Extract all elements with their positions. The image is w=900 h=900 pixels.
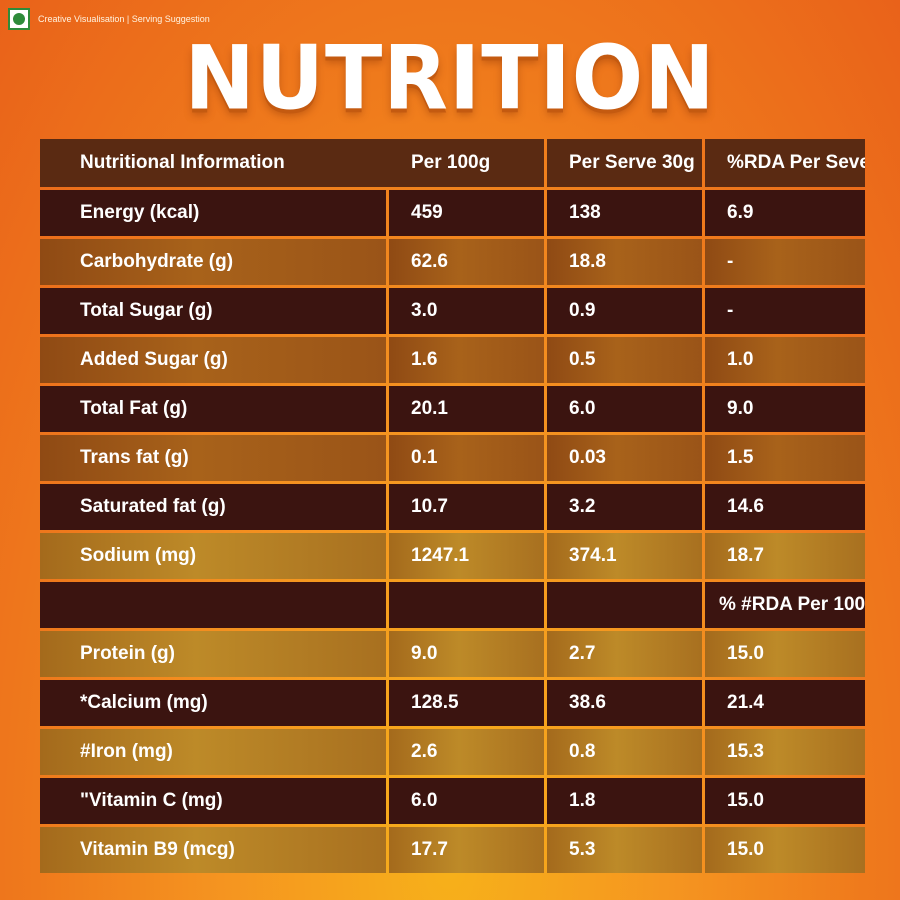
per-100g-value: 1247.1 — [389, 533, 544, 579]
serving-suggestion-note: Creative Visualisation | Serving Suggest… — [38, 14, 210, 24]
table-header-row: Nutritional Information Per 100g Per Ser… — [40, 139, 865, 187]
rda-value: 18.7 — [705, 533, 865, 579]
per-serve-value — [547, 582, 702, 628]
rda-value: 15.3 — [705, 729, 865, 775]
rda-value: % #RDA Per 100g — [705, 582, 865, 628]
nutrient-name: #Iron (mg) — [40, 729, 386, 775]
per-serve-value: 18.8 — [547, 239, 702, 285]
per-serve-value: 1.8 — [547, 778, 702, 824]
rda-value: 14.6 — [705, 484, 865, 530]
per-100g-value — [389, 582, 544, 628]
per-100g-value: 128.5 — [389, 680, 544, 726]
nutrient-name: Saturated fat (g) — [40, 484, 386, 530]
table-row: Total Fat (g) 20.1 6.0 9.0 — [40, 386, 865, 432]
per-serve-value: 38.6 — [547, 680, 702, 726]
nutrient-name: Vitamin B9 (mcg) — [40, 827, 386, 873]
veg-dot — [13, 13, 25, 25]
veg-symbol-icon — [8, 8, 30, 30]
per-100g-value: 2.6 — [389, 729, 544, 775]
nutrient-name: Trans fat (g) — [40, 435, 386, 481]
rda-value: 21.4 — [705, 680, 865, 726]
table-row: Protein (g) 9.0 2.7 15.0 — [40, 631, 865, 677]
rda-value: 6.9 — [705, 190, 865, 236]
per-100g-value: 10.7 — [389, 484, 544, 530]
table-row: Sodium (mg) 1247.1 374.1 18.7 — [40, 533, 865, 579]
nutrient-name: Protein (g) — [40, 631, 386, 677]
rda-value: 9.0 — [705, 386, 865, 432]
nutrient-name: Added Sugar (g) — [40, 337, 386, 383]
nutrient-name: Sodium (mg) — [40, 533, 386, 579]
per-100g-value: 0.1 — [389, 435, 544, 481]
column-header: %RDA Per Seve — [705, 139, 865, 187]
table-row: Total Sugar (g) 3.0 0.9 - — [40, 288, 865, 334]
per-100g-value: 1.6 — [389, 337, 544, 383]
table-row: Vitamin B9 (mcg) 17.7 5.3 15.0 — [40, 827, 865, 873]
rda-value: - — [705, 239, 865, 285]
per-100g-value: 6.0 — [389, 778, 544, 824]
rda-value: 15.0 — [705, 827, 865, 873]
rda-value: 1.0 — [705, 337, 865, 383]
nutrient-name: Energy (kcal) — [40, 190, 386, 236]
column-header: Nutritional Information — [40, 139, 389, 187]
table-row: Saturated fat (g) 10.7 3.2 14.6 — [40, 484, 865, 530]
nutrient-name: *Calcium (mg) — [40, 680, 386, 726]
per-100g-value: 17.7 — [389, 827, 544, 873]
nutrient-name: Total Fat (g) — [40, 386, 386, 432]
per-serve-value: 0.9 — [547, 288, 702, 334]
per-100g-value: 62.6 — [389, 239, 544, 285]
nutrition-table: Nutritional Information Per 100g Per Ser… — [40, 139, 865, 876]
per-100g-value: 3.0 — [389, 288, 544, 334]
nutrient-name: Carbohydrate (g) — [40, 239, 386, 285]
table-row: % #RDA Per 100g — [40, 582, 865, 628]
rda-value: 15.0 — [705, 778, 865, 824]
table-row: #Iron (mg) 2.6 0.8 15.3 — [40, 729, 865, 775]
per-serve-value: 0.5 — [547, 337, 702, 383]
per-serve-value: 374.1 — [547, 533, 702, 579]
rda-value: 1.5 — [705, 435, 865, 481]
per-serve-value: 5.3 — [547, 827, 702, 873]
table-row: Added Sugar (g) 1.6 0.5 1.0 — [40, 337, 865, 383]
table-row: "Vitamin C (mg) 6.0 1.8 15.0 — [40, 778, 865, 824]
per-serve-value: 2.7 — [547, 631, 702, 677]
page-title: NUTRITION — [184, 26, 716, 130]
per-100g-value: 20.1 — [389, 386, 544, 432]
column-header: Per Serve 30g — [547, 139, 702, 187]
per-100g-value: 459 — [389, 190, 544, 236]
nutrient-name: Total Sugar (g) — [40, 288, 386, 334]
per-serve-value: 0.03 — [547, 435, 702, 481]
column-header: Per 100g — [389, 139, 544, 187]
table-row: *Calcium (mg) 128.5 38.6 21.4 — [40, 680, 865, 726]
table-row: Energy (kcal) 459 138 6.9 — [40, 190, 865, 236]
table-row: Carbohydrate (g) 62.6 18.8 - — [40, 239, 865, 285]
rda-value: 15.0 — [705, 631, 865, 677]
per-serve-value: 3.2 — [547, 484, 702, 530]
nutrient-name — [40, 582, 386, 628]
per-serve-value: 0.8 — [547, 729, 702, 775]
per-serve-value: 6.0 — [547, 386, 702, 432]
nutrient-name: "Vitamin C (mg) — [40, 778, 386, 824]
rda-value: - — [705, 288, 865, 334]
per-100g-value: 9.0 — [389, 631, 544, 677]
per-serve-value: 138 — [547, 190, 702, 236]
table-row: Trans fat (g) 0.1 0.03 1.5 — [40, 435, 865, 481]
